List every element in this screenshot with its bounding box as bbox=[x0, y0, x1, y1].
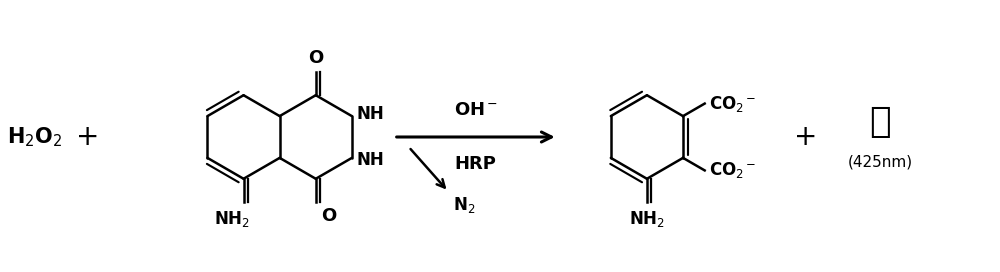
Text: O: O bbox=[321, 207, 336, 225]
Text: N$_2$: N$_2$ bbox=[453, 195, 476, 215]
Text: +: + bbox=[794, 123, 817, 151]
Text: OH$^-$: OH$^-$ bbox=[454, 101, 498, 119]
Text: HRP: HRP bbox=[455, 155, 497, 173]
Text: NH: NH bbox=[357, 105, 385, 123]
Text: NH$_2$: NH$_2$ bbox=[629, 209, 665, 229]
Text: CO$_2$$^-$: CO$_2$$^-$ bbox=[709, 160, 756, 180]
Text: H$_2$O$_2$: H$_2$O$_2$ bbox=[7, 125, 62, 149]
Text: NH: NH bbox=[357, 151, 385, 169]
Text: (425nm): (425nm) bbox=[848, 154, 913, 169]
Text: NH$_2$: NH$_2$ bbox=[214, 209, 250, 229]
Text: +: + bbox=[76, 123, 100, 151]
Text: CO$_2$$^-$: CO$_2$$^-$ bbox=[709, 94, 756, 114]
Text: 光: 光 bbox=[869, 105, 891, 139]
Text: O: O bbox=[308, 49, 323, 67]
